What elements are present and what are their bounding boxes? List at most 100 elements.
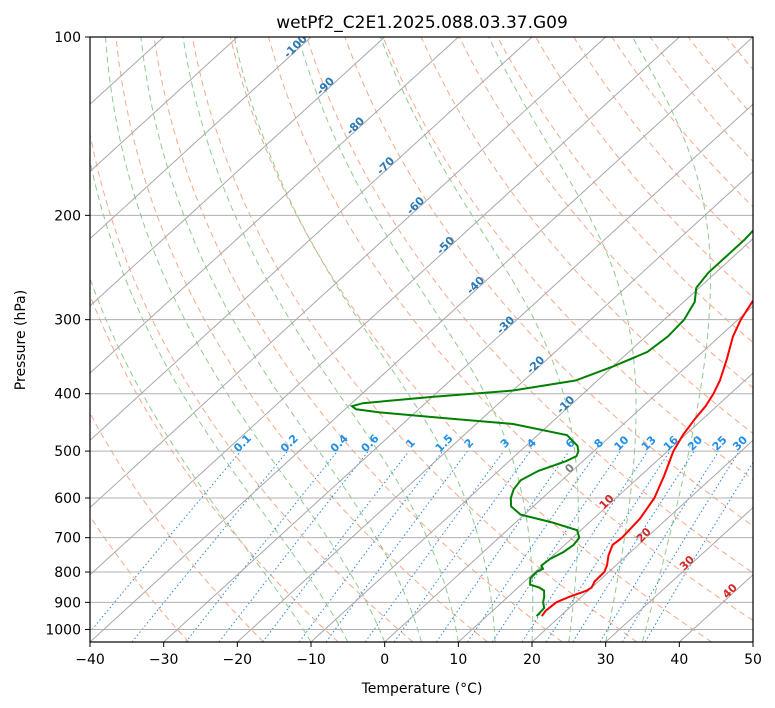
dry-adiabat-line (535, 37, 753, 298)
moist-adiabat-line (182, 37, 459, 642)
x-tick-label: −40 (75, 652, 105, 668)
dry-adiabat-line (153, 37, 563, 642)
moist-adiabat-line (90, 277, 312, 642)
dewpoint-series-line (349, 229, 753, 617)
mixing-ratio-label: 8 (592, 436, 607, 451)
isotherm-line (90, 37, 533, 442)
x-tick-label: −30 (149, 652, 179, 668)
mixing-ratio-line (262, 450, 410, 642)
dry-adiabat-line (344, 37, 753, 527)
dry-adiabat-label: -50 (434, 234, 457, 257)
isotherm-label: 20 (634, 525, 654, 545)
y-axis-label: Pressure (hPa) (13, 290, 29, 390)
mixing-ratio-line (491, 450, 621, 642)
dry-adiabat-line (420, 37, 753, 435)
y-tick-label: 100 (54, 30, 81, 46)
isotherm-line (531, 439, 753, 642)
mixing-ratio-label: 25 (710, 433, 730, 453)
y-tick-label: 400 (54, 387, 81, 403)
y-tick-label: 1000 (45, 622, 81, 638)
chart-title: wetPf2_C2E1.2025.088.03.37.G09 (276, 13, 568, 33)
x-tick-label: −10 (296, 652, 326, 668)
isotherm-line (457, 372, 753, 642)
dry-adiabat-line (268, 37, 753, 622)
dry-adiabat-line (496, 37, 753, 344)
dry-adiabat-line (611, 37, 753, 208)
mixing-ratio-line (521, 450, 649, 642)
skewed-isotherms (90, 37, 753, 642)
isotherm-line (90, 37, 607, 509)
dry-adiabat-line (90, 131, 414, 642)
moist-adiabat-line (233, 37, 496, 642)
dry-adiabat-label: -30 (494, 313, 517, 336)
plot-area: 0.1 0.2 0.4 0.6 1 1.5 2 3 4 6 8 10 13 16 20 25 30 36-100-… (90, 32, 775, 642)
x-tick-label: 30 (597, 652, 615, 668)
dry-adiabat-line (90, 412, 264, 642)
y-tick-label: 900 (54, 595, 81, 611)
mixing-ratio-label: 13 (639, 433, 659, 453)
mixing-ratio-line (467, 450, 599, 642)
isotherm-line (752, 641, 753, 642)
dry-adiabat-label: -20 (524, 353, 547, 376)
x-tick-label: 50 (744, 652, 762, 668)
isotherm-label: 30 (677, 553, 697, 573)
moist-adiabat-line (380, 37, 579, 642)
moist-adiabat-line (488, 37, 637, 642)
dry-adiabat-label: -40 (464, 274, 487, 297)
axes: −40 −30 −20 −10 0 10 20 30 40 50 100 200 300 400 500 60… (45, 30, 762, 668)
isotherm-line (90, 37, 459, 374)
grid-lines (90, 37, 753, 630)
moist-adiabats (90, 37, 711, 642)
dry-adiabat-line (649, 37, 753, 163)
dry-adiabat-line (306, 37, 753, 574)
mixing-ratio-line (599, 450, 720, 642)
moist-adiabat-line (297, 37, 534, 642)
isotherm-label: 40 (720, 581, 740, 601)
isotherm-line (90, 37, 753, 642)
dry-adiabat-label: -100 (281, 32, 310, 61)
dry-adiabat-label: -10 (554, 393, 577, 416)
mixing-ratio-lines (90, 450, 753, 642)
isotherm-line (310, 237, 753, 642)
isotherm-line (384, 305, 753, 642)
x-axis-label: Temperature (°C) (361, 681, 483, 697)
moist-adiabat-line (140, 37, 422, 642)
y-tick-label: 500 (54, 444, 81, 460)
mixing-ratio-line (185, 450, 338, 642)
profile-series (349, 229, 753, 617)
mixing-ratio-label: 10 (612, 433, 632, 453)
y-tick-label: 300 (54, 313, 81, 329)
dry-adiabat-label: -70 (374, 154, 397, 177)
moist-adiabat-line (632, 37, 711, 642)
mixing-ratio-label: 20 (685, 433, 705, 453)
moist-adiabat-line (105, 37, 386, 642)
dry-adiabat-line (115, 37, 488, 642)
dry-adiabat-line (765, 37, 775, 642)
y-tick-label: 800 (54, 565, 81, 581)
y-tick-label: 700 (54, 531, 81, 547)
isotherm-line (90, 37, 680, 576)
mixing-ratio-line (621, 450, 740, 642)
mixing-ratio-line (435, 450, 570, 642)
mixing-ratio-line (364, 450, 505, 642)
mixing-ratio-line (90, 450, 242, 633)
dry-adiabat-label: -80 (344, 114, 367, 137)
mixing-ratio-line (131, 450, 288, 642)
dry-adiabat-line (573, 37, 753, 253)
dry-adiabat-label: -90 (314, 74, 337, 97)
y-tick-label: 200 (54, 208, 81, 224)
moist-adiabat-line (90, 158, 349, 642)
isotherm-label: 10 (597, 492, 617, 512)
dry-adiabat-line (726, 37, 753, 71)
mixing-ratio-line (572, 450, 695, 642)
x-tick-label: 40 (670, 652, 688, 668)
isotherm-line (90, 37, 238, 173)
isotherm-line (236, 170, 753, 642)
mixing-ratio-label: 1 (403, 436, 418, 451)
y-tick-label: 600 (54, 491, 81, 507)
mixing-ratio-line (545, 450, 671, 642)
dry-adiabat-line (90, 515, 190, 642)
dry-adiabat-line (382, 37, 753, 481)
x-tick-label: 0 (380, 652, 389, 668)
